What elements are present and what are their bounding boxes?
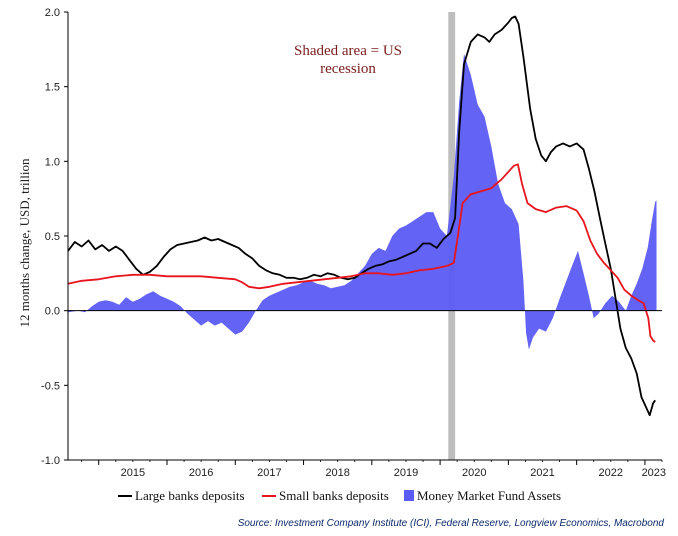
series-line-large-banks-deposits — [67, 15, 656, 417]
x-tick-label: 2017 — [257, 467, 281, 479]
x-tick-label: 2023 — [642, 467, 666, 479]
source-note: Source: Investment Company Institute (IC… — [238, 518, 665, 529]
x-tick-label: 2019 — [394, 467, 418, 479]
y-tick-label: -1.0 — [41, 455, 60, 467]
annotation-line-2: recession — [320, 61, 376, 77]
y-tick-label: 2.0 — [45, 7, 60, 19]
line-series-layer — [67, 15, 656, 417]
y-tick-label: 0.0 — [45, 306, 60, 318]
legend-swatch-money-market — [404, 490, 414, 501]
axes-layer — [67, 12, 662, 461]
x-tick-label: 2021 — [530, 467, 554, 479]
series-area-money-market-fund-assets — [68, 53, 657, 350]
y-axis-label: 12 months change, USD, trillion — [17, 158, 32, 327]
annotation-line-1: Shaded area = US — [294, 43, 402, 59]
legend-label-money-market: Money Market Fund Assets — [417, 488, 561, 503]
y-tick-label: 0.5 — [45, 231, 60, 243]
legend: Large banks deposits Small banks deposit… — [118, 488, 561, 503]
y-tick-labels: 2.0 1.5 1.0 0.5 0.0 -0.5 -1.0 — [41, 7, 68, 467]
x-tick-label: 2015 — [121, 467, 145, 479]
series-line-small-banks-deposits — [67, 163, 656, 343]
x-tick-label: 2018 — [325, 467, 349, 479]
x-tick-label: 2022 — [599, 467, 623, 479]
area-series-layer — [68, 53, 657, 350]
legend-label-small-banks: Small banks deposits — [279, 488, 389, 503]
legend-label-large-banks: Large banks deposits — [135, 488, 245, 503]
y-tick-label: 1.0 — [45, 156, 60, 168]
y-tick-label: 1.5 — [45, 82, 60, 94]
y-tick-label: -0.5 — [41, 380, 60, 392]
x-tick-label: 2020 — [462, 467, 486, 479]
x-tick-label: 2016 — [189, 467, 213, 479]
x-tick-labels: 2015 2016 2017 2018 2019 2020 2021 2022 2023 — [81, 460, 666, 479]
